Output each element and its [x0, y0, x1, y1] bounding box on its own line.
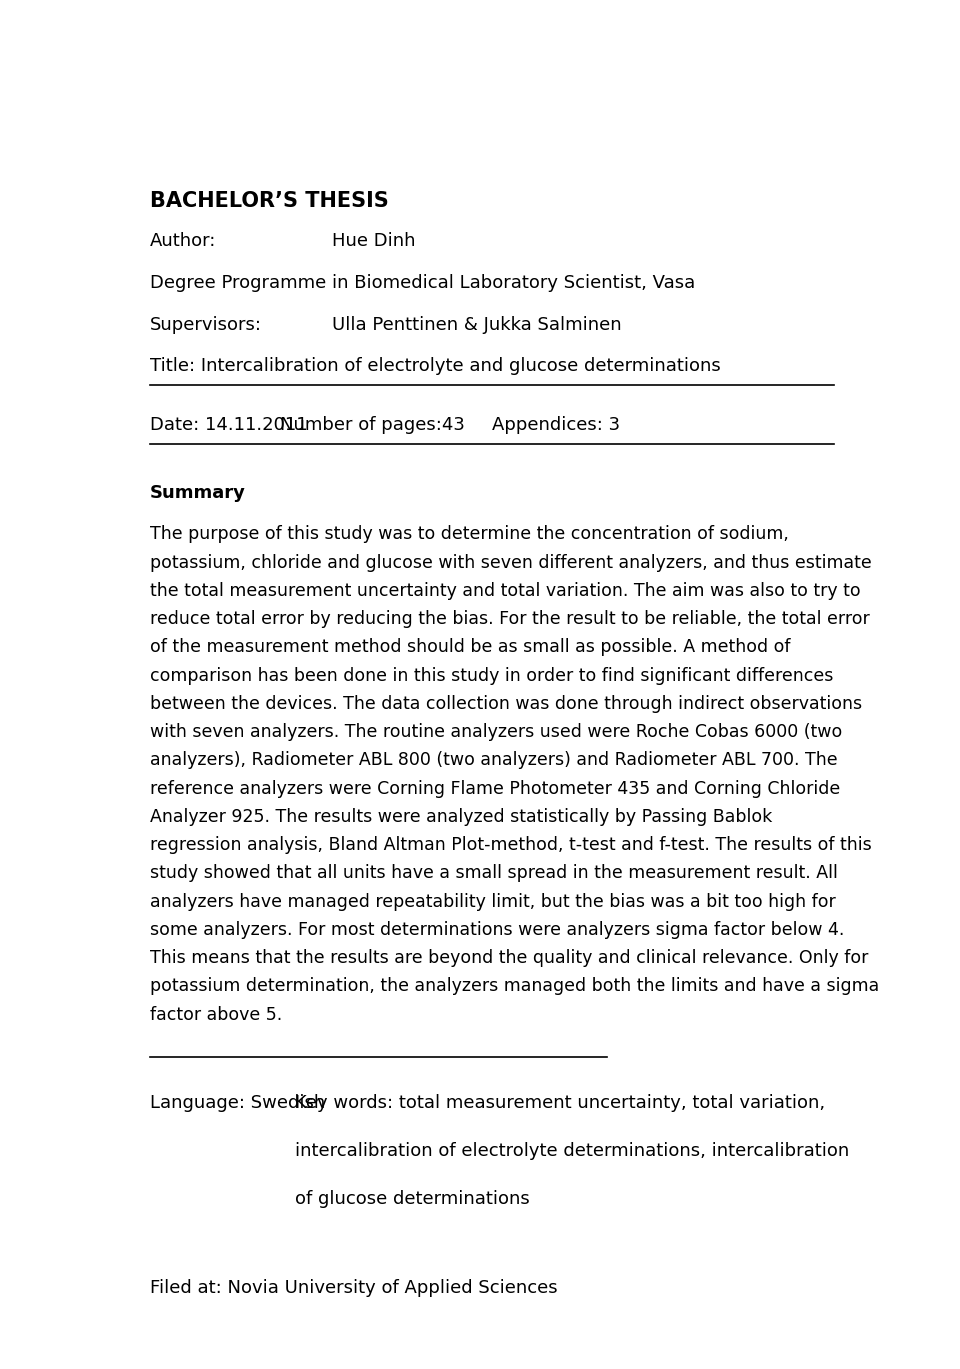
- Text: Language: Swedish: Language: Swedish: [150, 1094, 325, 1112]
- Text: factor above 5.: factor above 5.: [150, 1006, 282, 1024]
- Text: The purpose of this study was to determine the concentration of sodium,: The purpose of this study was to determi…: [150, 526, 788, 543]
- Text: potassium, chloride and glucose with seven different analyzers, and thus estimat: potassium, chloride and glucose with sev…: [150, 553, 872, 572]
- Text: analyzers have managed repeatability limit, but the bias was a bit too high for: analyzers have managed repeatability lim…: [150, 893, 835, 910]
- Text: BACHELOR’S THESIS: BACHELOR’S THESIS: [150, 190, 389, 211]
- Text: This means that the results are beyond the quality and clinical relevance. Only : This means that the results are beyond t…: [150, 949, 868, 967]
- Text: reduce total error by reducing the bias. For the result to be reliable, the tota: reduce total error by reducing the bias.…: [150, 611, 870, 628]
- Text: Ulla Penttinen & Jukka Salminen: Ulla Penttinen & Jukka Salminen: [332, 315, 622, 334]
- Text: intercalibration of electrolyte determinations, intercalibration: intercalibration of electrolyte determin…: [295, 1142, 849, 1160]
- Text: of the measurement method should be as small as possible. A method of: of the measurement method should be as s…: [150, 638, 790, 656]
- Text: Analyzer 925. The results were analyzed statistically by Passing Bablok: Analyzer 925. The results were analyzed …: [150, 808, 772, 826]
- Text: Summary: Summary: [150, 483, 246, 501]
- Text: Date: 14.11.2011: Date: 14.11.2011: [150, 416, 307, 434]
- Text: comparison has been done in this study in order to find significant differences: comparison has been done in this study i…: [150, 667, 833, 684]
- Text: Title: Intercalibration of electrolyte and glucose determinations: Title: Intercalibration of electrolyte a…: [150, 357, 721, 375]
- Text: Supervisors:: Supervisors:: [150, 315, 262, 334]
- Text: Degree Programme in Biomedical Laboratory Scientist, Vasa: Degree Programme in Biomedical Laborator…: [150, 274, 695, 292]
- Text: regression analysis, Bland Altman Plot-method, t-test and f-test. The results of: regression analysis, Bland Altman Plot-m…: [150, 836, 872, 854]
- Text: reference analyzers were Corning Flame Photometer 435 and Corning Chloride: reference analyzers were Corning Flame P…: [150, 779, 840, 798]
- Text: Key words: total measurement uncertainty, total variation,: Key words: total measurement uncertainty…: [295, 1094, 825, 1112]
- Text: analyzers), Radiometer ABL 800 (two analyzers) and Radiometer ABL 700. The: analyzers), Radiometer ABL 800 (two anal…: [150, 752, 837, 769]
- Text: of glucose determinations: of glucose determinations: [295, 1190, 530, 1207]
- Text: between the devices. The data collection was done through indirect observations: between the devices. The data collection…: [150, 695, 862, 713]
- Text: Number of pages:43: Number of pages:43: [280, 416, 465, 434]
- Text: with seven analyzers. The routine analyzers used were Roche Cobas 6000 (two: with seven analyzers. The routine analyz…: [150, 723, 842, 741]
- Text: potassium determination, the analyzers managed both the limits and have a sigma: potassium determination, the analyzers m…: [150, 977, 879, 995]
- Text: Author:: Author:: [150, 233, 216, 251]
- Text: Filed at: Novia University of Applied Sciences: Filed at: Novia University of Applied Sc…: [150, 1279, 558, 1296]
- Text: the total measurement uncertainty and total variation. The aim was also to try t: the total measurement uncertainty and to…: [150, 582, 860, 600]
- Text: Hue Dinh: Hue Dinh: [332, 233, 416, 251]
- Text: some analyzers. For most determinations were analyzers sigma factor below 4.: some analyzers. For most determinations …: [150, 921, 844, 939]
- Text: study showed that all units have a small spread in the measurement result. All: study showed that all units have a small…: [150, 864, 838, 883]
- Text: Appendices: 3: Appendices: 3: [492, 416, 620, 434]
